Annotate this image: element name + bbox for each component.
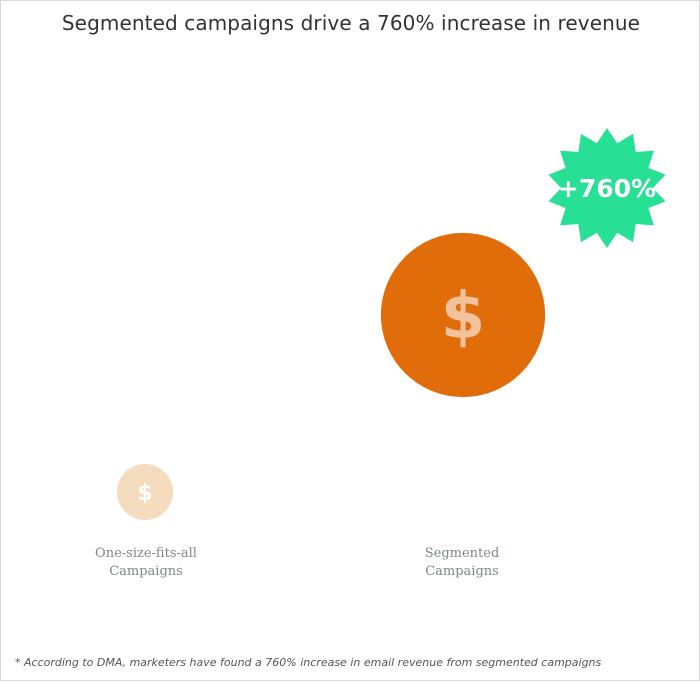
chart-title: Segmented campaigns drive a 760% increas… [61, 11, 641, 35]
footnote: * According to DMA, marketers have found… [15, 656, 602, 669]
bubble-segmented [380, 232, 546, 398]
category-label-one-size-fits-all: One-size-fits-all Campaigns [46, 545, 246, 581]
category-label-line: Campaigns [425, 564, 499, 579]
dollar-sign-icon: $ [137, 481, 152, 506]
category-label-segmented: Segmented Campaigns [362, 545, 562, 581]
starburst-badge-icon [548, 128, 666, 248]
category-label-line: One-size-fits-all [95, 546, 197, 561]
category-label-line: Segmented [424, 546, 500, 561]
bubble-one-size-fits-all [117, 464, 173, 520]
badge-label: +760% [558, 174, 656, 203]
dollar-sign-icon: $ [441, 280, 486, 354]
category-label-line: Campaigns [109, 564, 183, 579]
